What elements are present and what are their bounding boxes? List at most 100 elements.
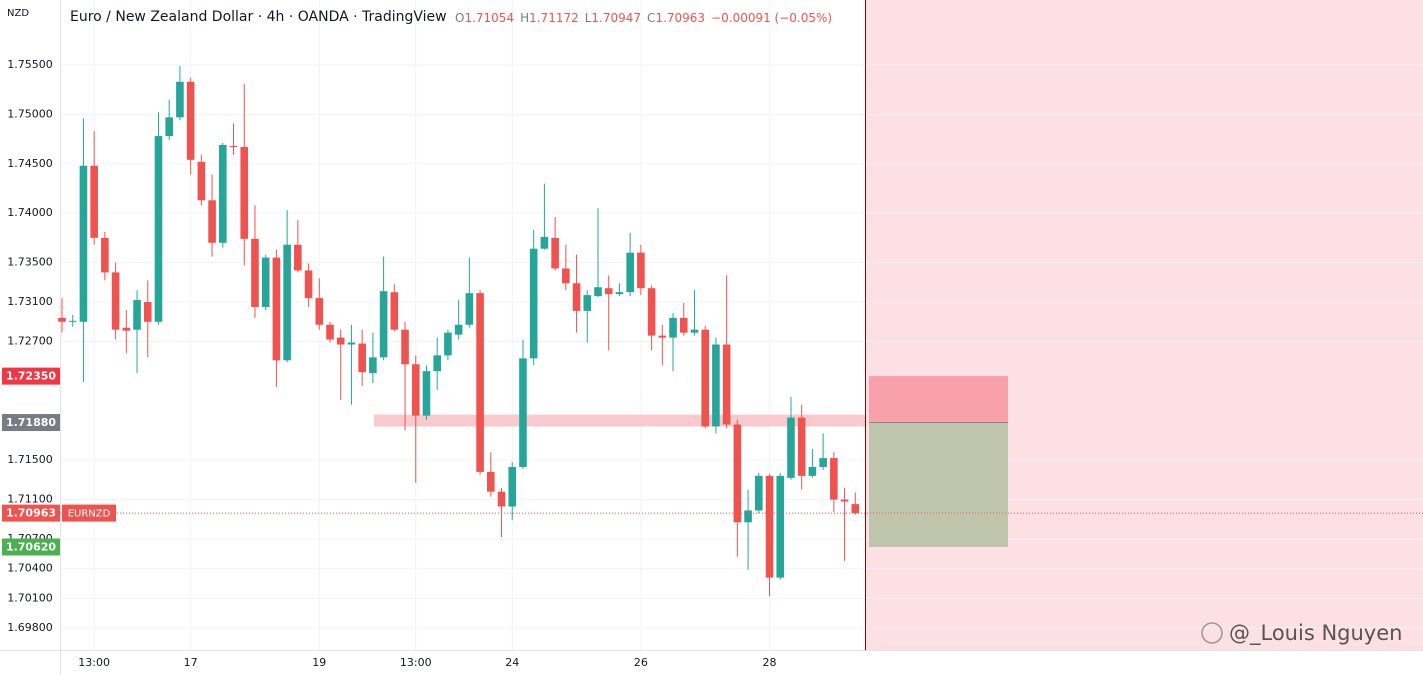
stop-zone (869, 376, 1008, 423)
candle-body (369, 357, 377, 374)
candle-body (626, 252, 634, 293)
candle-body (637, 252, 645, 289)
legend-value: 1.70963 (655, 11, 705, 25)
candle-body (797, 417, 806, 476)
candle-body (122, 327, 131, 331)
candle-body (444, 332, 452, 356)
candle-body (765, 475, 774, 578)
target-zone (869, 422, 1008, 547)
candle-body (186, 81, 195, 160)
candle-body (294, 244, 302, 271)
candle-body (647, 288, 656, 336)
y-tick-label: 1.69800 (7, 621, 53, 634)
candle-body (111, 272, 120, 330)
candle-body (551, 237, 559, 269)
candle-body (422, 371, 431, 416)
chart-title: Euro / New Zealand Dollar · 4h · OANDA ·… (70, 9, 447, 25)
entry-label: 1.71880 (6, 416, 56, 429)
candle-body (755, 475, 763, 511)
candle-body (240, 146, 249, 239)
x-tick-label: 17 (184, 656, 198, 669)
candle-body (465, 293, 474, 325)
candle-body (90, 165, 98, 238)
legend-key: H (520, 11, 529, 25)
legend-key: L (585, 11, 592, 25)
candle-body (133, 300, 141, 330)
candle-body (101, 237, 109, 273)
y-tick-label: 1.73100 (7, 295, 53, 308)
candle-body (669, 317, 677, 338)
y-tick-label: 1.70100 (7, 591, 53, 604)
candle-body (787, 417, 795, 478)
last-price-label-bg (2, 504, 60, 522)
candle-body (219, 144, 227, 243)
entry-label-bg (2, 414, 60, 432)
candle-body (165, 117, 173, 137)
candle-body (808, 466, 817, 476)
candle-body (208, 200, 216, 243)
y-tick-label: 1.75000 (7, 107, 53, 120)
candle-body (562, 268, 570, 284)
candle-body (411, 364, 420, 416)
candle-body (433, 355, 441, 372)
x-tick-label: 26 (634, 656, 648, 669)
candle-body (840, 499, 849, 502)
candle-body (58, 317, 66, 322)
candle-body (476, 293, 484, 472)
stop-label: 1.72350 (6, 370, 56, 383)
last-price-label: 1.70963 (6, 507, 56, 520)
candle-body (283, 244, 291, 361)
candle-body (583, 295, 592, 311)
candle-body (776, 475, 785, 578)
candle-body (519, 358, 527, 467)
candle-body (701, 329, 709, 427)
candle-body (497, 491, 506, 507)
currency: NZD (7, 8, 29, 19)
legend-key: C (647, 11, 655, 25)
candle-body (819, 458, 827, 467)
legend-value: 1.70947 (591, 11, 641, 25)
y-tick-label: 1.72700 (7, 335, 53, 348)
candle-body (68, 320, 77, 322)
x-tick-label: 28 (763, 656, 777, 669)
candle-body (851, 504, 860, 514)
candle-body (604, 288, 613, 295)
y-tick-label: 1.74000 (7, 206, 53, 219)
y-tick-label: 1.75500 (7, 58, 53, 71)
watermark: @_Louis Nguyen (1229, 621, 1402, 646)
candle-body (272, 257, 281, 361)
candle-body (379, 291, 388, 358)
x-tick-label: 24 (505, 656, 519, 669)
candle-body (197, 161, 206, 201)
candle-body (143, 302, 152, 322)
candle-body (347, 342, 356, 345)
candle-body (658, 335, 667, 338)
y-tick-label: 1.73500 (7, 256, 53, 269)
candle-body (304, 270, 313, 299)
target-label: 1.70620 (6, 540, 56, 553)
candle-body (390, 292, 399, 330)
target-label-bg (2, 538, 60, 556)
candle-body (679, 317, 688, 333)
y-tick-label: 1.70400 (7, 562, 53, 575)
candle-body (487, 471, 495, 492)
stop-label-bg (2, 367, 60, 385)
candle-body (830, 458, 838, 500)
candle-body (733, 424, 742, 523)
candle-body (540, 236, 549, 249)
y-tick-label: 1.74500 (7, 157, 53, 170)
ohlc-legend: O1.71054 H1.71172 L1.70947 C1.70963 −0.00091… (455, 11, 832, 25)
candle-body (261, 257, 270, 307)
legend-change: −0.00091 (−0.05%) (711, 11, 832, 25)
candle-body (508, 466, 517, 507)
candle-body (336, 337, 345, 345)
candle-body (529, 248, 538, 359)
symbol-label: EURNZD (68, 509, 111, 520)
candle-body (251, 238, 259, 307)
candle-body (690, 329, 699, 333)
legend-value: 1.71172 (529, 11, 579, 25)
candle-body (712, 344, 720, 427)
y-tick-label: 1.71100 (7, 493, 53, 506)
symbol-label-bg (62, 504, 116, 522)
